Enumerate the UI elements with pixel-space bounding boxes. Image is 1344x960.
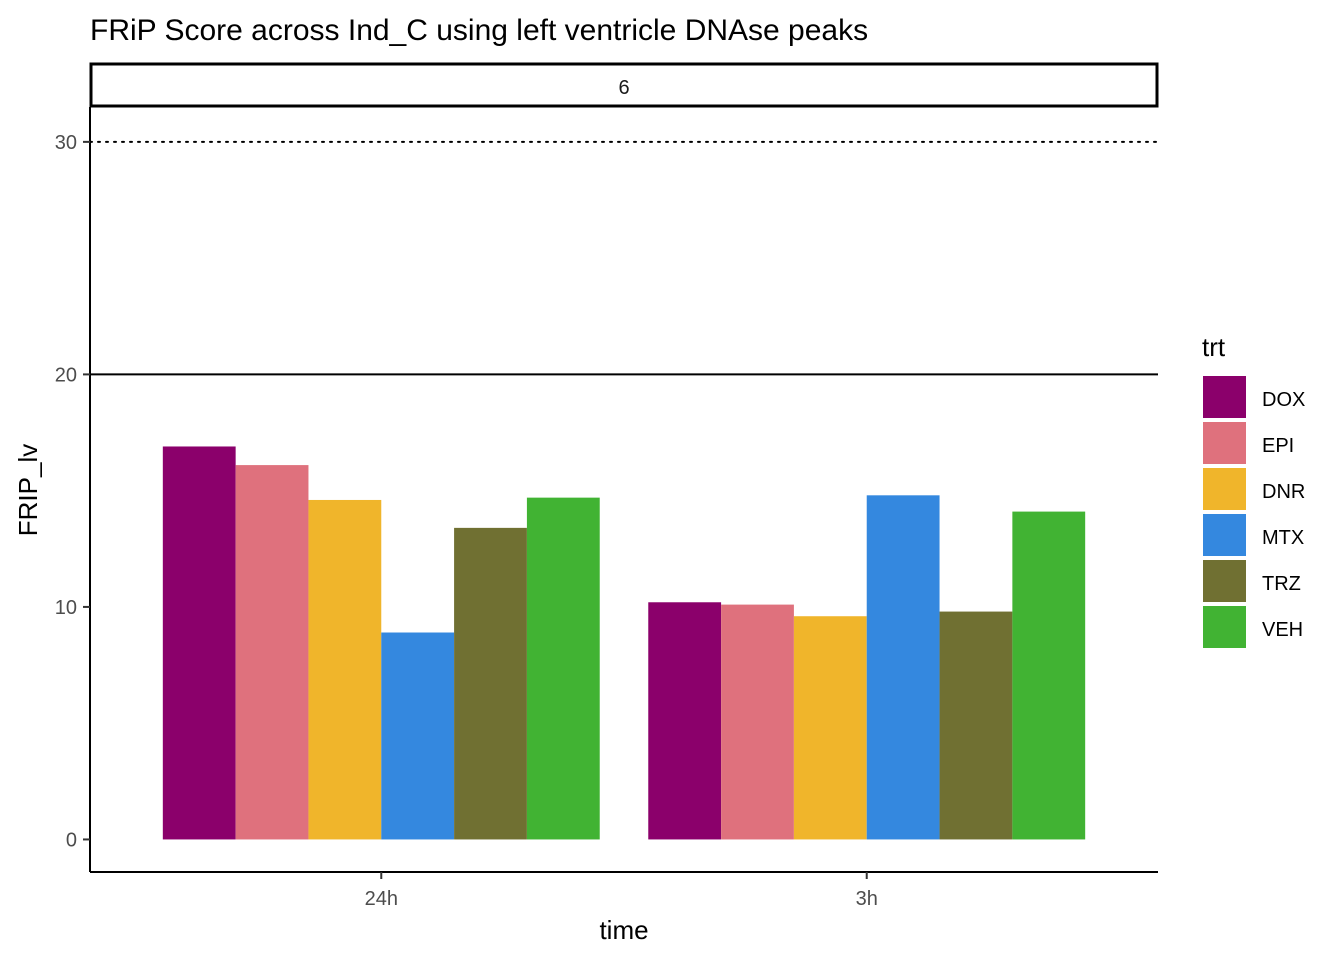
y-axis-title: FRIP_lv [13, 444, 43, 536]
axes [89, 107, 1158, 873]
facet-strip: 6 [89, 62, 1159, 108]
legend-label-dnr: DNR [1262, 481, 1305, 503]
legend: trt DOX EPI DNR MTX TRZ VEH [1202, 332, 1305, 648]
bar-mtx-24h [381, 632, 455, 840]
x-ticks: 24h 3h [365, 872, 878, 910]
y-tick-label: 10 [55, 597, 77, 619]
bar-veh-24h [526, 497, 600, 840]
bar-mtx-3h [866, 495, 940, 840]
legend-label-dox: DOX [1262, 389, 1305, 411]
legend-key-trz [1203, 560, 1246, 602]
legend-title: trt [1202, 332, 1226, 362]
y-ticks: 0 10 20 30 [55, 132, 90, 851]
facet-strip-label: 6 [618, 77, 629, 99]
legend-key-dox [1203, 376, 1246, 418]
reference-lines [89, 140, 1159, 376]
legend-key-epi [1203, 422, 1246, 464]
facet-strip-box [89, 62, 1159, 108]
legend-key-mtx [1203, 514, 1246, 556]
bar-epi-24h [235, 465, 309, 840]
chart-title: FRiP Score across Ind_C using left ventr… [90, 14, 868, 47]
legend-key-dnr [1203, 468, 1246, 510]
bar-dnr-3h [793, 616, 867, 840]
legend-label-epi: EPI [1262, 435, 1294, 457]
bar-veh-3h [1012, 511, 1086, 840]
bar-trz-3h [939, 611, 1013, 840]
bar-dnr-24h [308, 499, 382, 840]
y-tick-label: 0 [66, 829, 77, 851]
x-axis-title: time [599, 915, 648, 945]
legend-key-veh [1203, 606, 1246, 648]
legend-label-veh: VEH [1262, 619, 1303, 641]
bar-trz-24h [454, 527, 527, 840]
legend-label-trz: TRZ [1262, 573, 1301, 595]
x-tick-label: 24h [365, 888, 398, 910]
legend-label-mtx: MTX [1262, 527, 1304, 549]
bar-dox-24h [162, 446, 236, 840]
bar-epi-3h [721, 604, 794, 840]
x-tick-label: 3h [856, 888, 878, 910]
bars [162, 446, 1086, 840]
bar-dox-3h [648, 602, 722, 840]
y-tick-label: 30 [55, 132, 77, 154]
y-tick-label: 20 [55, 364, 77, 386]
